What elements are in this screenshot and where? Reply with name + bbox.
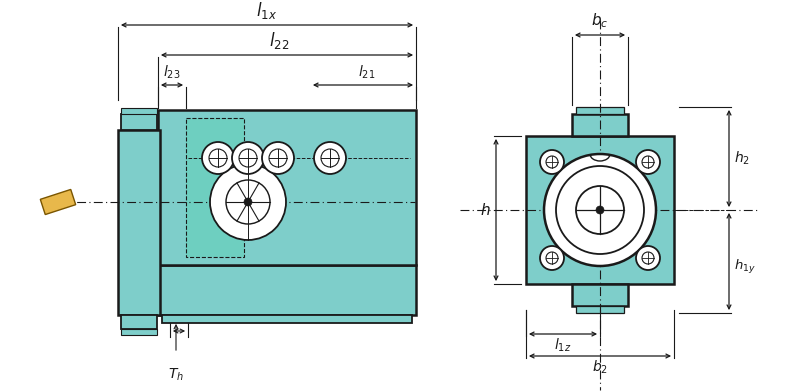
Circle shape: [314, 142, 346, 174]
Text: $l_{21}$: $l_{21}$: [358, 64, 376, 81]
Text: $l_{1z}$: $l_{1z}$: [554, 337, 572, 354]
Circle shape: [540, 150, 564, 174]
Circle shape: [321, 149, 339, 167]
Circle shape: [544, 154, 656, 266]
Polygon shape: [40, 189, 76, 214]
Circle shape: [636, 246, 660, 270]
Circle shape: [546, 252, 558, 264]
Circle shape: [576, 186, 624, 234]
Bar: [576, 107, 624, 114]
Circle shape: [209, 149, 227, 167]
Circle shape: [556, 166, 644, 254]
Circle shape: [210, 164, 286, 240]
Circle shape: [202, 142, 234, 174]
Circle shape: [642, 156, 654, 168]
Text: $h_2$: $h_2$: [734, 150, 750, 167]
Bar: [186, 118, 244, 257]
Circle shape: [262, 142, 294, 174]
Bar: [121, 114, 157, 130]
Text: $h_{1y}$: $h_{1y}$: [734, 258, 756, 276]
Bar: [118, 130, 160, 315]
Bar: [121, 315, 157, 329]
Circle shape: [226, 180, 270, 224]
Text: $b_2$: $b_2$: [592, 359, 608, 376]
Bar: [526, 136, 674, 284]
Bar: [162, 315, 412, 323]
Circle shape: [546, 156, 558, 168]
Text: $h$: $h$: [480, 202, 491, 218]
Bar: [121, 108, 157, 114]
Circle shape: [244, 198, 252, 206]
Text: $T_h$: $T_h$: [168, 367, 184, 383]
Circle shape: [596, 206, 604, 214]
Bar: [572, 284, 628, 306]
Circle shape: [239, 149, 257, 167]
Circle shape: [232, 142, 264, 174]
Text: $b_c$: $b_c$: [591, 11, 609, 30]
Bar: [572, 114, 628, 136]
Text: $l_{23}$: $l_{23}$: [163, 64, 181, 81]
Bar: [186, 118, 244, 257]
Circle shape: [540, 246, 564, 270]
Circle shape: [269, 149, 287, 167]
Bar: [576, 306, 624, 313]
Circle shape: [636, 150, 660, 174]
Bar: [158, 265, 416, 315]
Circle shape: [642, 252, 654, 264]
Text: $l_{22}$: $l_{22}$: [269, 30, 289, 51]
Text: $l_{1x}$: $l_{1x}$: [257, 0, 278, 21]
Bar: [121, 329, 157, 335]
Bar: [158, 110, 416, 265]
